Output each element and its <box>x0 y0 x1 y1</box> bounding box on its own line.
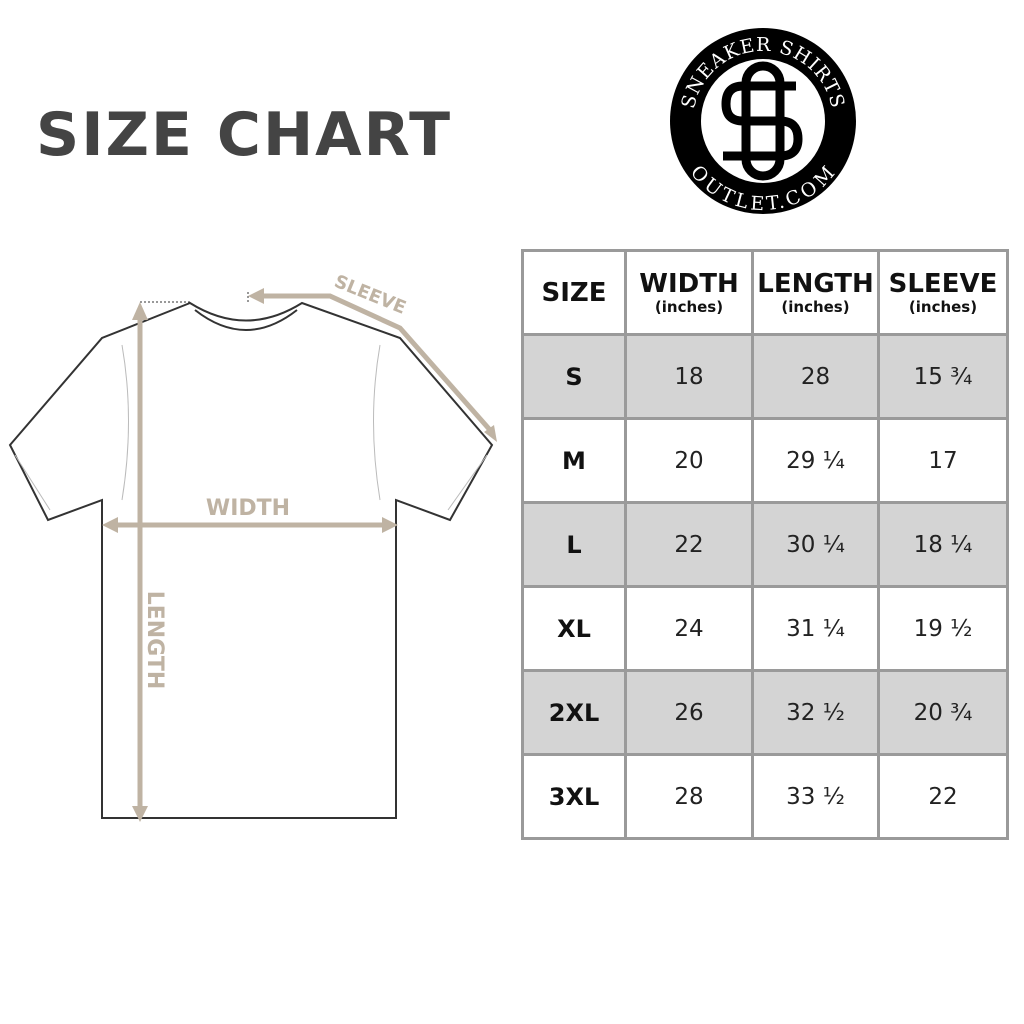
sleeve-cell: 22 <box>877 753 1009 840</box>
width-cell: 26 <box>624 669 754 756</box>
sleeve-cell: 20 ¾ <box>877 669 1009 756</box>
length-cell: 29 ¼ <box>751 417 880 504</box>
width-label: WIDTH <box>206 496 290 521</box>
width-cell: 22 <box>624 501 754 588</box>
header-size: SIZE <box>521 249 627 336</box>
sleeve-cell: 15 ¾ <box>877 333 1009 420</box>
width-cell: 20 <box>624 417 754 504</box>
size-cell: 2XL <box>521 669 627 756</box>
tshirt-diagram: WIDTH LENGTH SLEEVE <box>8 271 497 822</box>
length-cell: 32 ½ <box>751 669 880 756</box>
page-title: SIZE CHART <box>36 100 453 170</box>
header-width: WIDTH (inches) <box>624 249 754 336</box>
length-cell: 30 ¼ <box>751 501 880 588</box>
sleeve-cell: 17 <box>877 417 1009 504</box>
width-cell: 18 <box>624 333 754 420</box>
table-row: S 18 28 15 ¾ <box>521 333 1009 420</box>
width-cell: 28 <box>624 753 754 840</box>
header-sleeve: SLEEVE (inches) <box>877 249 1009 336</box>
length-cell: 28 <box>751 333 880 420</box>
size-cell: M <box>521 417 627 504</box>
size-cell: L <box>521 501 627 588</box>
table-row: M 20 29 ¼ 17 <box>521 417 1009 504</box>
size-table: SIZE WIDTH (inches) LENGTH (inches) SLEEVE… <box>521 249 1009 840</box>
length-label: LENGTH <box>142 591 167 690</box>
size-cell: S <box>521 333 627 420</box>
table-row: 3XL 28 33 ½ 22 <box>521 753 1009 840</box>
table-header-row: SIZE WIDTH (inches) LENGTH (inches) SLEEVE… <box>521 249 1009 336</box>
sleeve-cell: 19 ½ <box>877 585 1009 672</box>
size-cell: XL <box>521 585 627 672</box>
table-row: L 22 30 ¼ 18 ¼ <box>521 501 1009 588</box>
length-cell: 33 ½ <box>751 753 880 840</box>
length-cell: 31 ¼ <box>751 585 880 672</box>
table-row: XL 24 31 ¼ 19 ½ <box>521 585 1009 672</box>
table-row: 2XL 26 32 ½ 20 ¾ <box>521 669 1009 756</box>
header-length: LENGTH (inches) <box>751 249 880 336</box>
brand-logo: SNEAKER SHIRTS OUTLET.COM <box>670 28 856 215</box>
size-cell: 3XL <box>521 753 627 840</box>
sleeve-cell: 18 ¼ <box>877 501 1009 588</box>
width-cell: 24 <box>624 585 754 672</box>
